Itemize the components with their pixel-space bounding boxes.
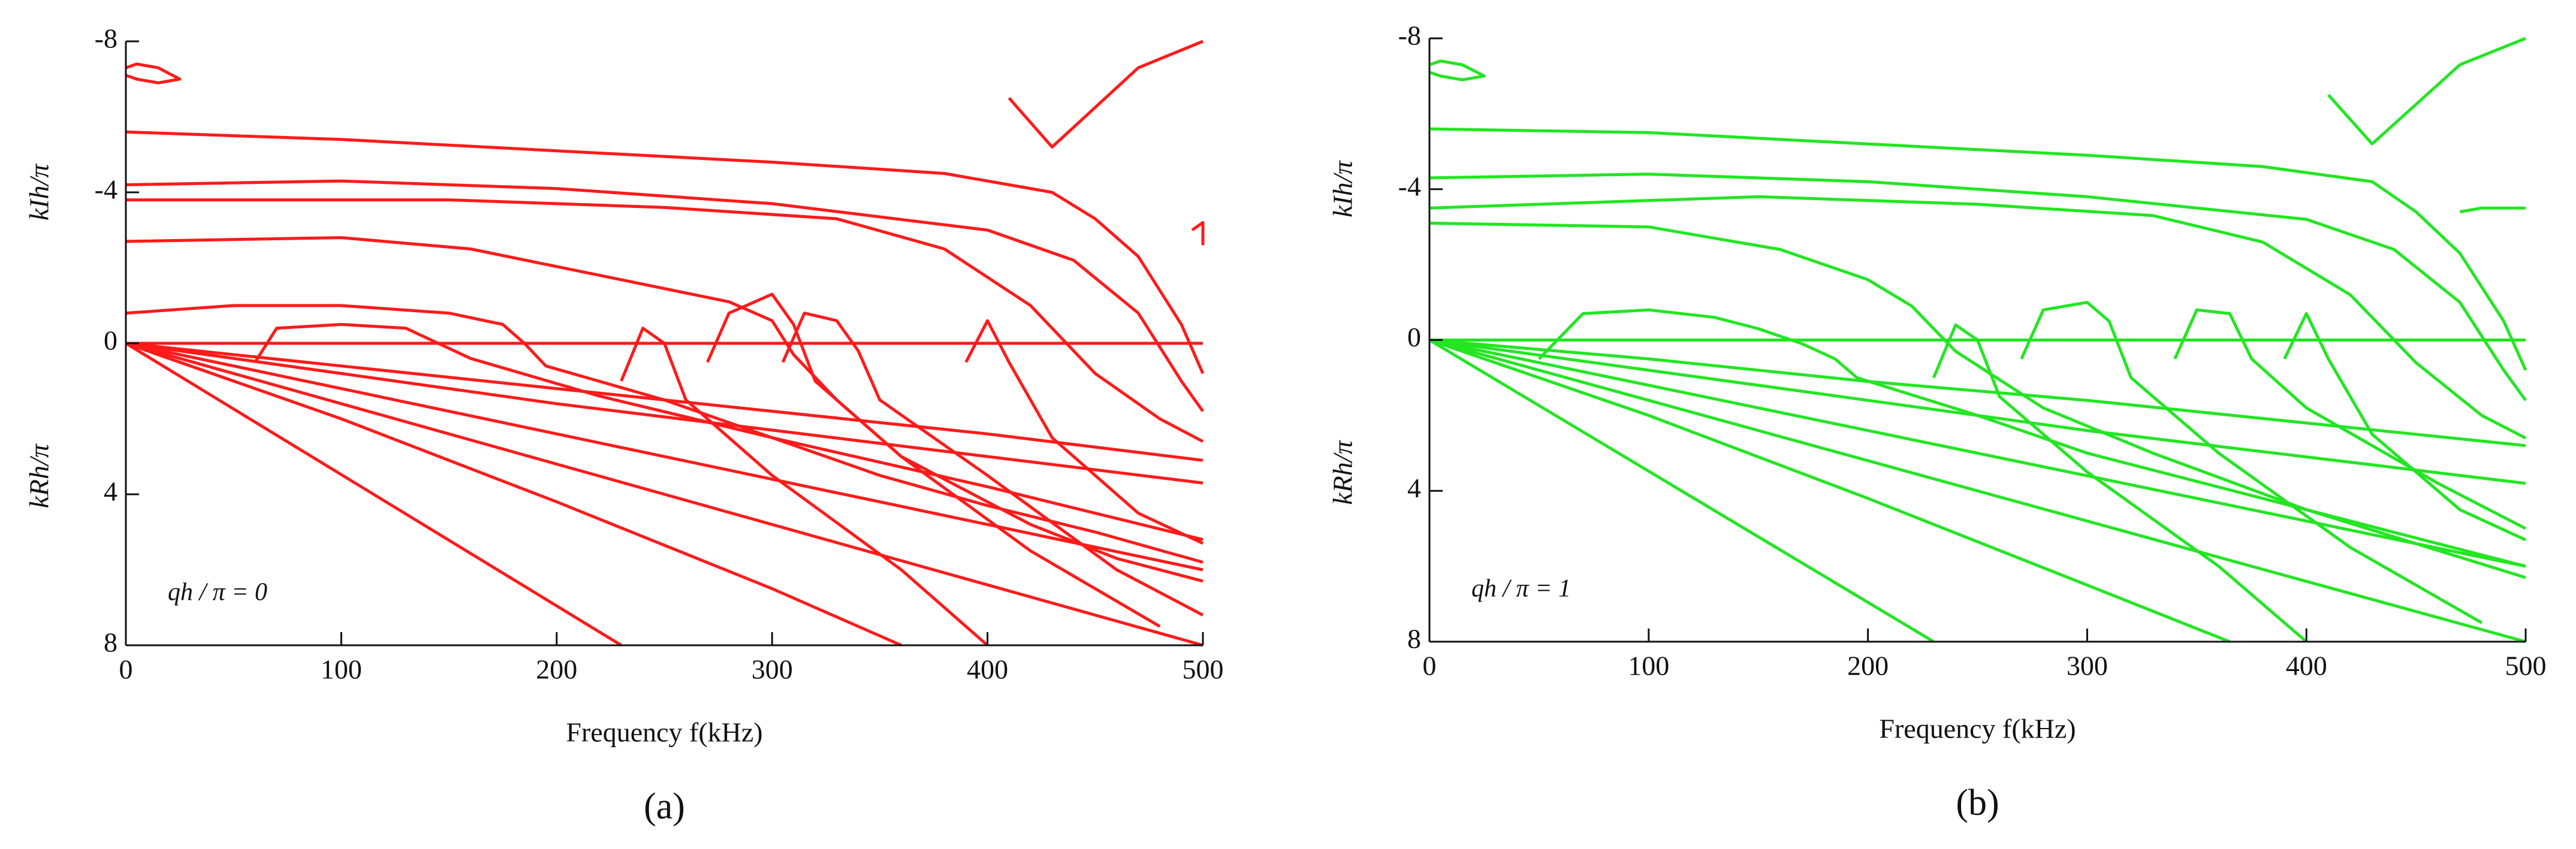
curve: [2283, 312, 2527, 542]
x-tick-label: 200: [1847, 651, 1889, 681]
x-tick-label: 300: [752, 654, 793, 685]
curve: [1429, 195, 2527, 440]
curve: [620, 327, 989, 646]
x-tick-label: 500: [1183, 654, 1224, 685]
x-tick-label: 500: [2505, 651, 2547, 681]
y-tick-label: 8: [104, 627, 117, 658]
x-tick-label: 0: [119, 654, 133, 685]
y-tick-label: 4: [1407, 473, 1421, 503]
curve: [706, 292, 1161, 628]
curve: [1429, 339, 2526, 485]
curve: [125, 236, 1203, 583]
y-tick-label: -4: [1398, 171, 1421, 201]
x-tick-label: 300: [2067, 651, 2108, 681]
x-tick-label: 400: [2286, 651, 2327, 681]
y-axis-label: kIh/π: [1328, 160, 1358, 218]
curve: [125, 130, 1205, 374]
x-tick-label: 100: [1628, 651, 1669, 681]
curve: [125, 342, 622, 647]
x-tick-label: 0: [1423, 651, 1437, 681]
curve: [125, 342, 1203, 572]
y-axis-label: kRh/π: [1328, 439, 1358, 504]
curve: [125, 342, 1203, 647]
x-tick-label: 100: [321, 654, 362, 685]
curve: [781, 312, 1204, 617]
curve: [2173, 308, 2527, 530]
y-tick-label: 4: [104, 476, 117, 507]
curve: [2020, 301, 2483, 624]
panel-label: (b): [1956, 782, 1999, 823]
curve: [2327, 37, 2526, 146]
curve: [125, 179, 1205, 412]
x-axis-label: Frequency f(kHz): [566, 717, 762, 748]
y-tick-label: -8: [95, 23, 117, 54]
curve: [125, 62, 182, 84]
annotation: qh / π = 1: [1471, 575, 1571, 603]
curve: [125, 342, 1203, 462]
y-tick-label: -8: [1398, 20, 1421, 51]
curve: [1429, 221, 2526, 579]
x-axis-label: Frequency f(kHz): [1879, 714, 2076, 744]
curve: [1429, 59, 1486, 81]
curve: [1429, 339, 2526, 643]
panel-label: (a): [644, 786, 685, 827]
curve: [125, 304, 1203, 564]
curve: [1429, 339, 2231, 643]
curve: [1429, 173, 2527, 401]
curve: [126, 198, 1204, 443]
x-tick-label: 200: [536, 654, 577, 685]
curve: [1429, 339, 2526, 448]
y-tick-label: 8: [1407, 624, 1421, 654]
curve: [1932, 323, 2307, 643]
curve: [254, 323, 1203, 542]
y-tick-label: -4: [95, 174, 117, 205]
curve: [125, 342, 1203, 485]
y-tick-label: 0: [104, 325, 117, 356]
curve: [125, 342, 902, 647]
curve: [1191, 220, 1205, 246]
curve: [1429, 127, 2527, 371]
y-axis-label: kRh/π: [24, 443, 55, 508]
y-axis-label: kIh/π: [24, 163, 55, 221]
curve: [964, 319, 1204, 545]
curve: [1538, 308, 2526, 568]
x-tick-label: 400: [967, 654, 1008, 685]
curve: [2459, 206, 2526, 213]
y-tick-label: 0: [1407, 322, 1421, 352]
curve: [1429, 339, 2526, 568]
curve: [1008, 40, 1203, 149]
curve: [1428, 339, 1935, 643]
annotation: qh / π = 0: [168, 579, 267, 606]
